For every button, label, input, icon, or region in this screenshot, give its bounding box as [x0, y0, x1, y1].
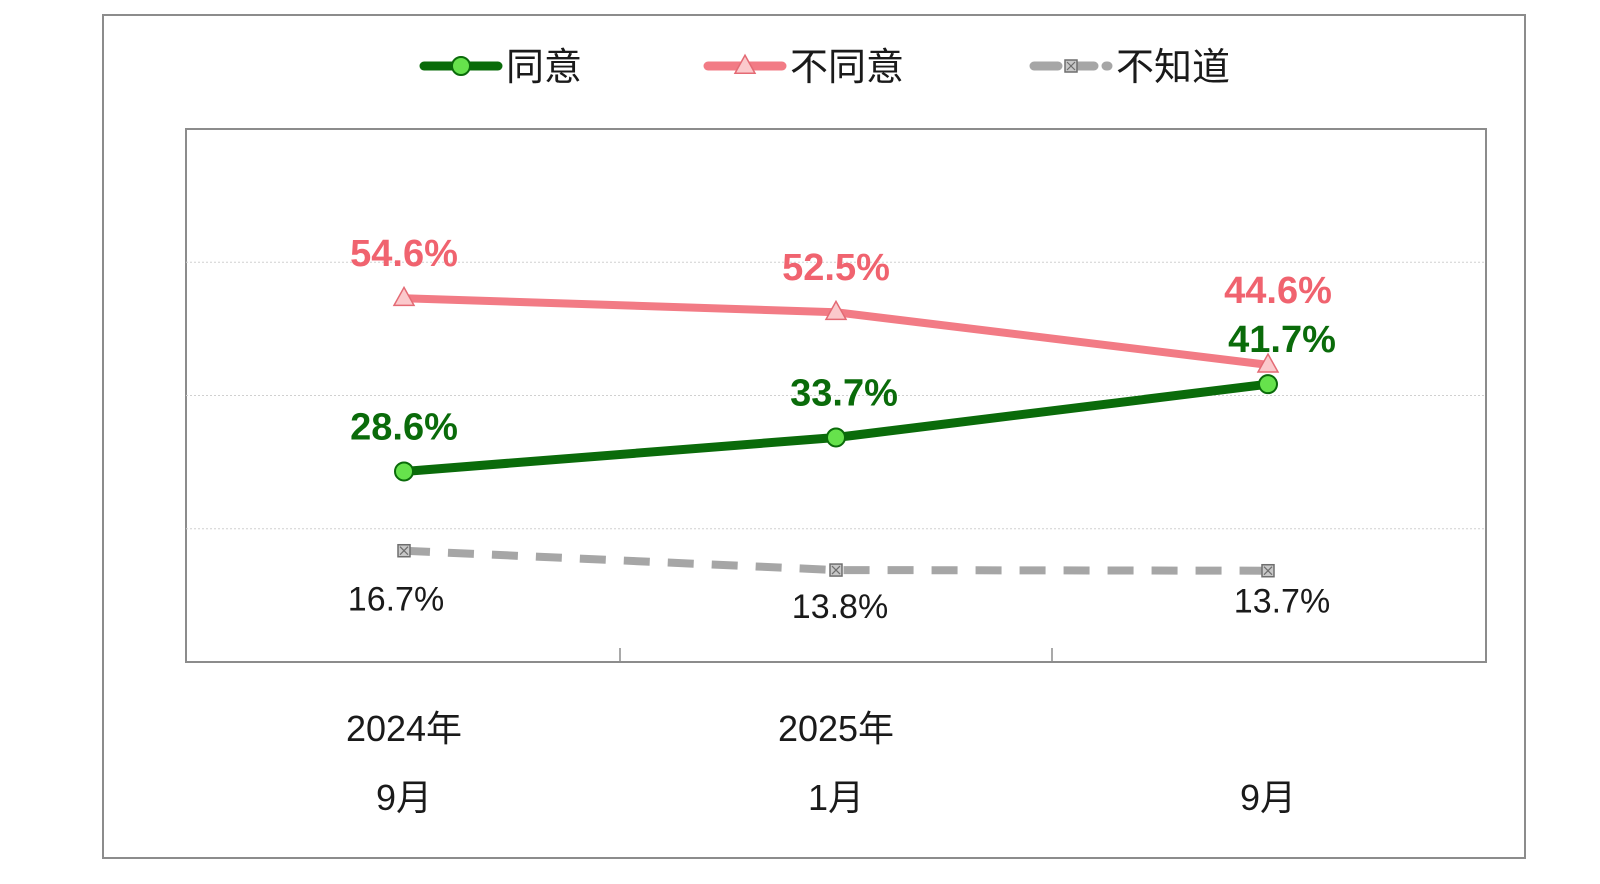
data-label-unknown-1: 16.7%: [348, 581, 444, 619]
gridlines: [186, 261, 1486, 530]
x-label-year-1: 2024年: [346, 708, 462, 749]
data-label-agree-3: 41.7%: [1228, 319, 1336, 361]
data-label-disagree-3: 44.6%: [1224, 270, 1332, 312]
chart-frame: [102, 14, 1526, 859]
data-label-unknown-2: 13.8%: [792, 588, 888, 626]
legend-label-disagree: 不同意: [790, 45, 904, 89]
legend-marker-disagree: [733, 53, 757, 74]
marker-unknown-1: [397, 543, 411, 558]
data-label-unknown-3: 13.7%: [1234, 583, 1330, 621]
marker-agree-1: [394, 461, 414, 482]
legend-marker-agree: [451, 56, 471, 76]
marker-agree-3: [1258, 374, 1278, 395]
marker-unknown-3: [1261, 563, 1275, 578]
data-label-agree-2: 33.7%: [790, 372, 898, 414]
legend-item-agree: 同意: [419, 45, 582, 89]
x-axis-labels: 2024年 9月 2025年 1月 9月: [346, 708, 1296, 818]
x-axis-ticks: [619, 648, 1053, 662]
data-label-disagree-1: 54.6%: [350, 233, 458, 275]
series-line-unknown: [403, 546, 1269, 575]
series-markers: [392, 285, 1280, 578]
marker-disagree-2: [824, 299, 848, 321]
legend: 同意 不同意 不知道: [419, 45, 1230, 89]
marker-agree-2: [826, 427, 846, 448]
data-label-disagree-2: 52.5%: [782, 247, 890, 289]
x-label-month-1: 9月: [376, 777, 432, 818]
legend-item-unknown: 不知道: [1029, 45, 1230, 89]
legend-label-agree: 同意: [506, 45, 582, 89]
marker-disagree-3: [1256, 352, 1280, 373]
data-labels: 28.6% 33.7% 41.7% 54.6% 52.5% 44.6% 16.7% 13.8%…: [348, 233, 1336, 626]
legend-item-disagree: 不同意: [703, 45, 904, 89]
legend-marker-unknown: [1064, 59, 1078, 73]
data-label-agree-1: 28.6%: [350, 406, 458, 448]
marker-unknown-2: [829, 563, 843, 577]
x-label-month-3: 9月: [1240, 777, 1296, 818]
marker-disagree-1: [392, 285, 416, 307]
x-label-month-2: 1月: [808, 777, 864, 818]
x-label-year-2: 2025年: [778, 708, 894, 749]
legend-label-unknown: 不知道: [1116, 45, 1230, 89]
